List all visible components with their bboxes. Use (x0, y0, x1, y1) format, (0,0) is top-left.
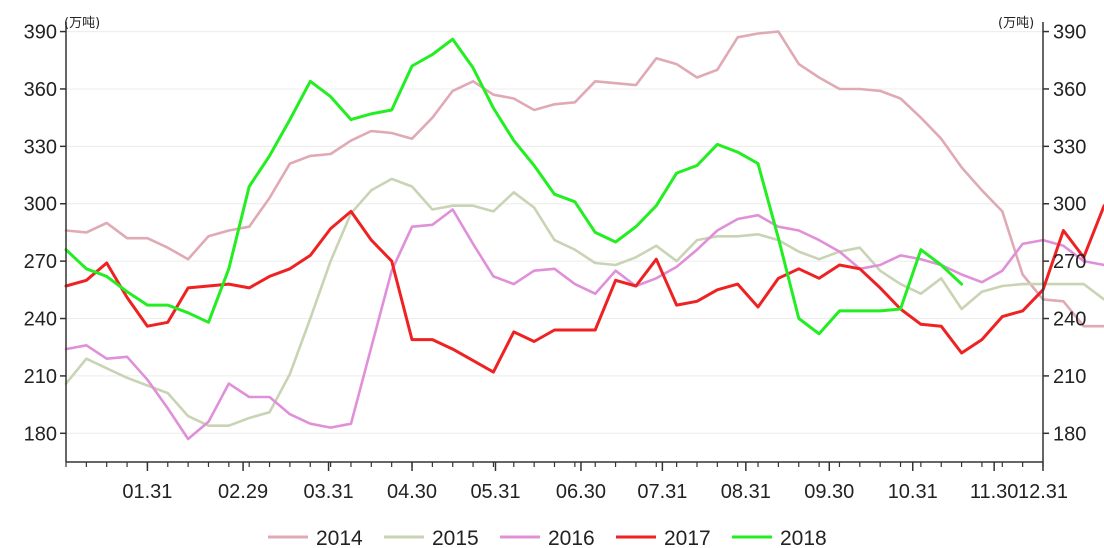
axes (65, 22, 1044, 463)
y-tick-label-right: 180 (1053, 423, 1086, 445)
legend-label-2017: 2017 (664, 527, 711, 548)
series-line-2016 (64, 208, 1104, 441)
y-axis-unit-left: (万吨) (64, 16, 100, 31)
x-tick-label: 07.31 (637, 481, 687, 503)
y-tick-label-left: 300 (24, 194, 57, 216)
y-tick-label-left: 180 (24, 423, 57, 445)
y-tick-label-left: 330 (24, 136, 57, 158)
x-tick-label: 12.31 (1018, 481, 1068, 503)
legend-label-2018: 2018 (780, 527, 827, 548)
y-tick-label-left: 390 (24, 22, 57, 44)
legend-label-2015: 2015 (432, 527, 479, 548)
y-tick-label-right: 360 (1053, 79, 1086, 101)
y-tick-label-right: 210 (1053, 366, 1086, 388)
series-line-2015 (64, 177, 1104, 428)
x-tick-label: 01.31 (122, 481, 172, 503)
series-line-2017 (64, 204, 1104, 374)
y-tick-label-left: 240 (24, 309, 57, 331)
y-tick-label-right: 330 (1053, 136, 1086, 158)
series-lines (64, 30, 1104, 441)
y-tick-label-right: 300 (1053, 194, 1086, 216)
series-line-2018 (64, 37, 964, 336)
legend: 2014 2015 2016 2017 2018 (268, 527, 827, 548)
x-tick-label: 08.31 (721, 481, 771, 503)
y-tick-label-right: 240 (1053, 309, 1086, 331)
x-tick-label: 03.31 (304, 481, 354, 503)
gridlines (66, 31, 1043, 434)
x-tick-label: 02.29 (218, 481, 268, 503)
x-tick-label: 11.30 (970, 481, 1019, 503)
legend-label-2014: 2014 (316, 527, 363, 548)
y-tick-label-right: 390 (1053, 22, 1086, 44)
y-tick-label-left: 360 (24, 79, 57, 101)
y-axis-unit-right: (万吨) (998, 16, 1034, 31)
x-tick-label: 10.31 (888, 481, 938, 503)
legend-label-2016: 2016 (548, 527, 595, 548)
x-tick-label: 05.31 (470, 481, 520, 503)
axis-ticks: 180 180 210 210 240 240 270 270 300 300 330 330 360 3… (24, 22, 1087, 503)
y-tick-label-right: 270 (1053, 251, 1086, 273)
x-tick-label: 06.30 (556, 481, 606, 503)
x-tick-label: 09.30 (804, 481, 854, 503)
x-tick-label: 04.30 (387, 481, 437, 503)
y-tick-label-left: 210 (24, 366, 57, 388)
y-tick-label-left: 270 (24, 251, 57, 273)
